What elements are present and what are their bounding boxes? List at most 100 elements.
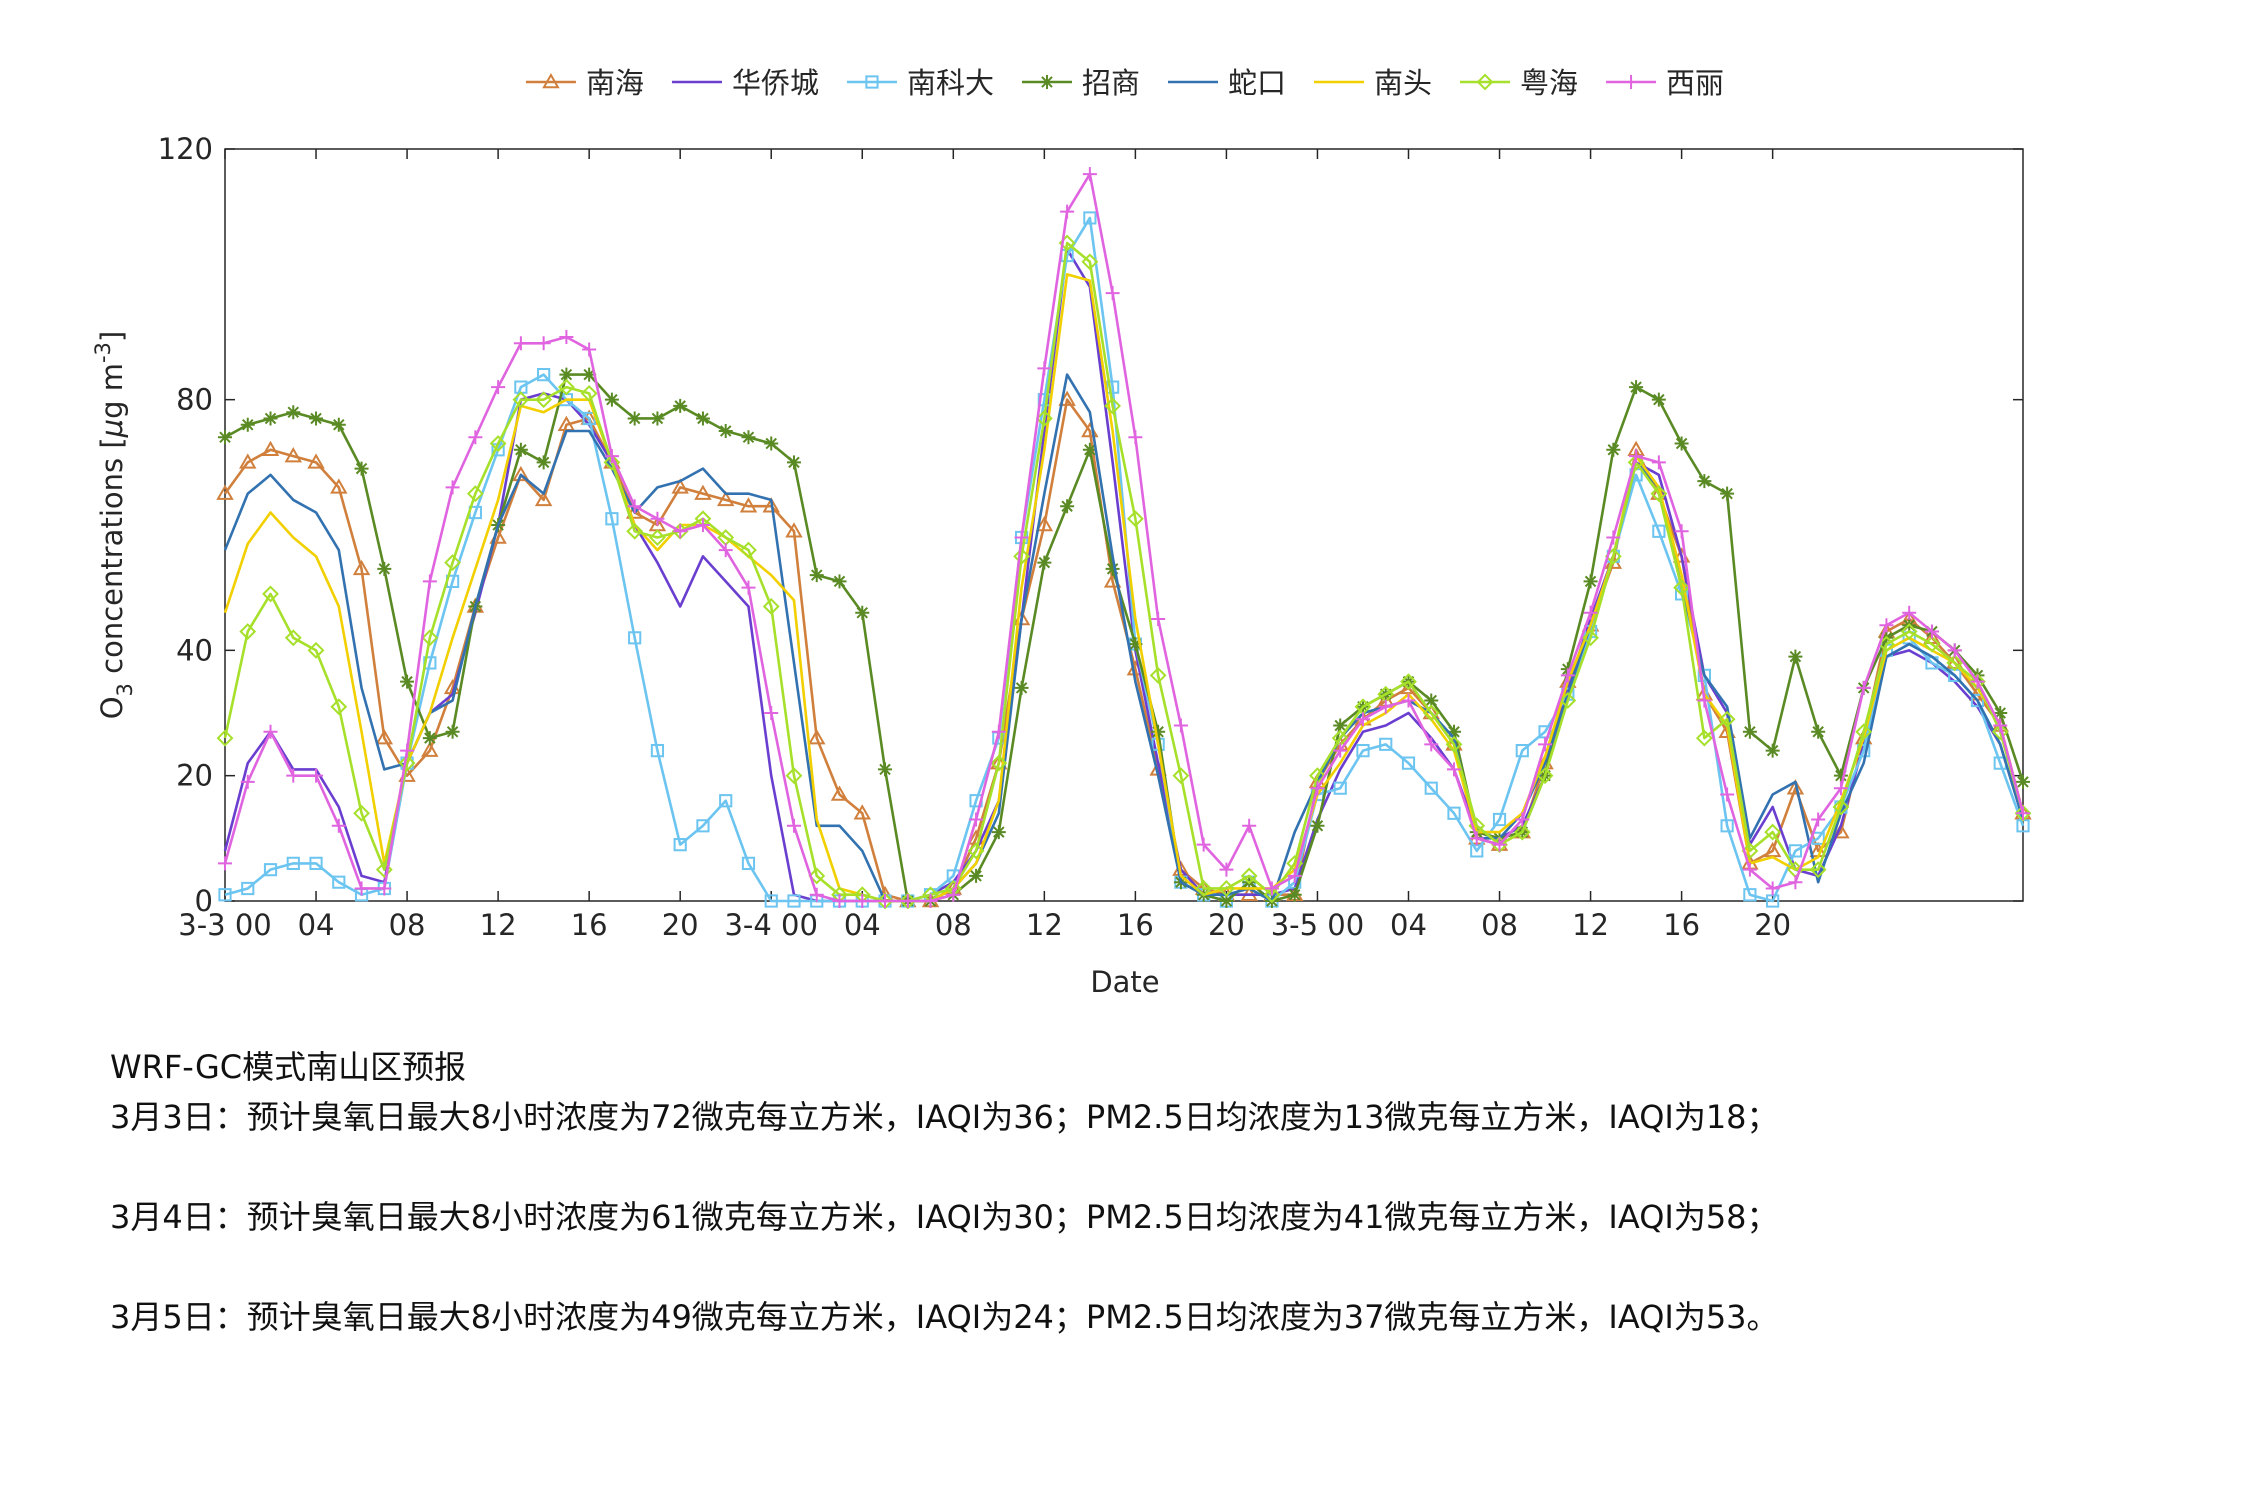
data-point — [1833, 768, 1848, 783]
data-point — [1606, 442, 1621, 457]
data-point — [1218, 880, 1235, 897]
data-point — [218, 430, 232, 445]
data-point — [1743, 888, 1757, 902]
data-point — [853, 804, 871, 820]
y-tick-label: 40 — [176, 633, 213, 667]
data-point — [307, 453, 325, 469]
legend: 南海 华侨城 南科大 招商 蛇口 南头 粤海 西丽 — [525, 66, 1724, 100]
data-point — [626, 522, 644, 540]
data-point — [762, 598, 780, 615]
data-point — [1697, 474, 1712, 489]
legend-label: 西丽 — [1666, 66, 1724, 100]
data-point — [1310, 818, 1325, 833]
x-tick-label: 04 — [298, 908, 335, 942]
data-point — [967, 842, 985, 860]
data-point — [1037, 361, 1052, 376]
legend-item: 蛇口 — [1168, 66, 1286, 100]
y-label-part: μ — [95, 419, 129, 438]
data-point — [400, 674, 415, 689]
data-point — [582, 411, 596, 426]
legend-item: 南科大 — [846, 66, 994, 100]
data-point — [240, 774, 255, 789]
data-point — [650, 511, 665, 526]
data-point — [263, 411, 278, 426]
data-point — [1538, 737, 1553, 752]
data-point — [1673, 579, 1691, 597]
data-point — [1492, 837, 1507, 852]
data-point — [991, 825, 1006, 840]
data-point — [604, 449, 619, 464]
data-point — [650, 411, 665, 426]
series-line — [223, 241, 2025, 903]
data-point — [1126, 510, 1144, 528]
data-point — [354, 881, 369, 896]
data-point — [1333, 743, 1348, 758]
data-point — [1310, 781, 1325, 796]
data-point — [628, 631, 642, 645]
data-point — [559, 367, 574, 382]
data-point — [991, 724, 1006, 739]
data-point — [1105, 286, 1120, 301]
data-point — [1947, 643, 1962, 658]
data-point — [1652, 524, 1666, 538]
data-point — [1401, 693, 1416, 708]
data-point — [855, 894, 870, 908]
data-point — [1424, 781, 1438, 795]
data-point — [603, 453, 621, 471]
legend-label: 蛇口 — [1228, 66, 1286, 100]
data-point — [786, 818, 801, 833]
x-tick-label: 3-3 00 — [178, 908, 272, 942]
data-point — [878, 894, 893, 908]
data-point — [2014, 804, 2032, 822]
data-point — [673, 398, 688, 413]
data-point — [263, 724, 278, 739]
data-point — [1720, 486, 1735, 501]
data-point — [1651, 392, 1666, 407]
data-point — [582, 342, 597, 357]
data-point — [762, 497, 780, 513]
data-point — [1855, 723, 1873, 741]
data-point — [1128, 430, 1143, 445]
data-point — [830, 785, 849, 801]
data-point — [1993, 756, 2007, 770]
legend-item: 华侨城 — [671, 66, 819, 100]
data-point — [716, 490, 735, 507]
data-point — [1151, 724, 1166, 739]
data-point — [1447, 762, 1462, 777]
legend-item: 招商 — [1021, 66, 1140, 100]
data-point — [1856, 680, 1871, 695]
data-point — [1924, 624, 1939, 639]
data-point — [1105, 561, 1120, 576]
data-point — [286, 405, 301, 420]
forecast-line: 3月4日：预计臭氧日最大8小时浓度为61微克每立方米，IAQI为30；PM2.5… — [110, 1198, 1779, 1236]
data-point — [2016, 806, 2030, 821]
y-tick-label: 20 — [176, 759, 213, 793]
data-point — [377, 561, 392, 576]
data-point — [261, 440, 280, 457]
data-point — [1060, 204, 1075, 219]
legend-marker — [1039, 75, 1054, 89]
data-point — [1035, 515, 1054, 532]
data-point — [1378, 699, 1393, 714]
data-point — [696, 819, 710, 833]
y-label-part: concentrations [ — [95, 437, 129, 683]
data-point — [1240, 867, 1258, 885]
forecast-line: 3月5日：预计臭氧日最大8小时浓度为49微克每立方米，IAQI为24；PM2.5… — [110, 1298, 1779, 1336]
data-point — [537, 368, 551, 382]
data-point — [1811, 724, 1826, 739]
data-point — [785, 522, 803, 538]
data-point — [332, 875, 346, 889]
data-point — [649, 529, 666, 546]
x-tick-label: 3-4 00 — [724, 908, 818, 942]
data-point — [1879, 618, 1894, 633]
data-point — [787, 894, 801, 908]
data-point — [1263, 886, 1281, 904]
data-point — [1582, 629, 1599, 647]
data-point — [445, 724, 460, 739]
data-point — [1560, 668, 1575, 683]
y-label-part: ] — [95, 331, 129, 342]
data-point — [1447, 806, 1461, 820]
data-point — [1765, 743, 1780, 758]
